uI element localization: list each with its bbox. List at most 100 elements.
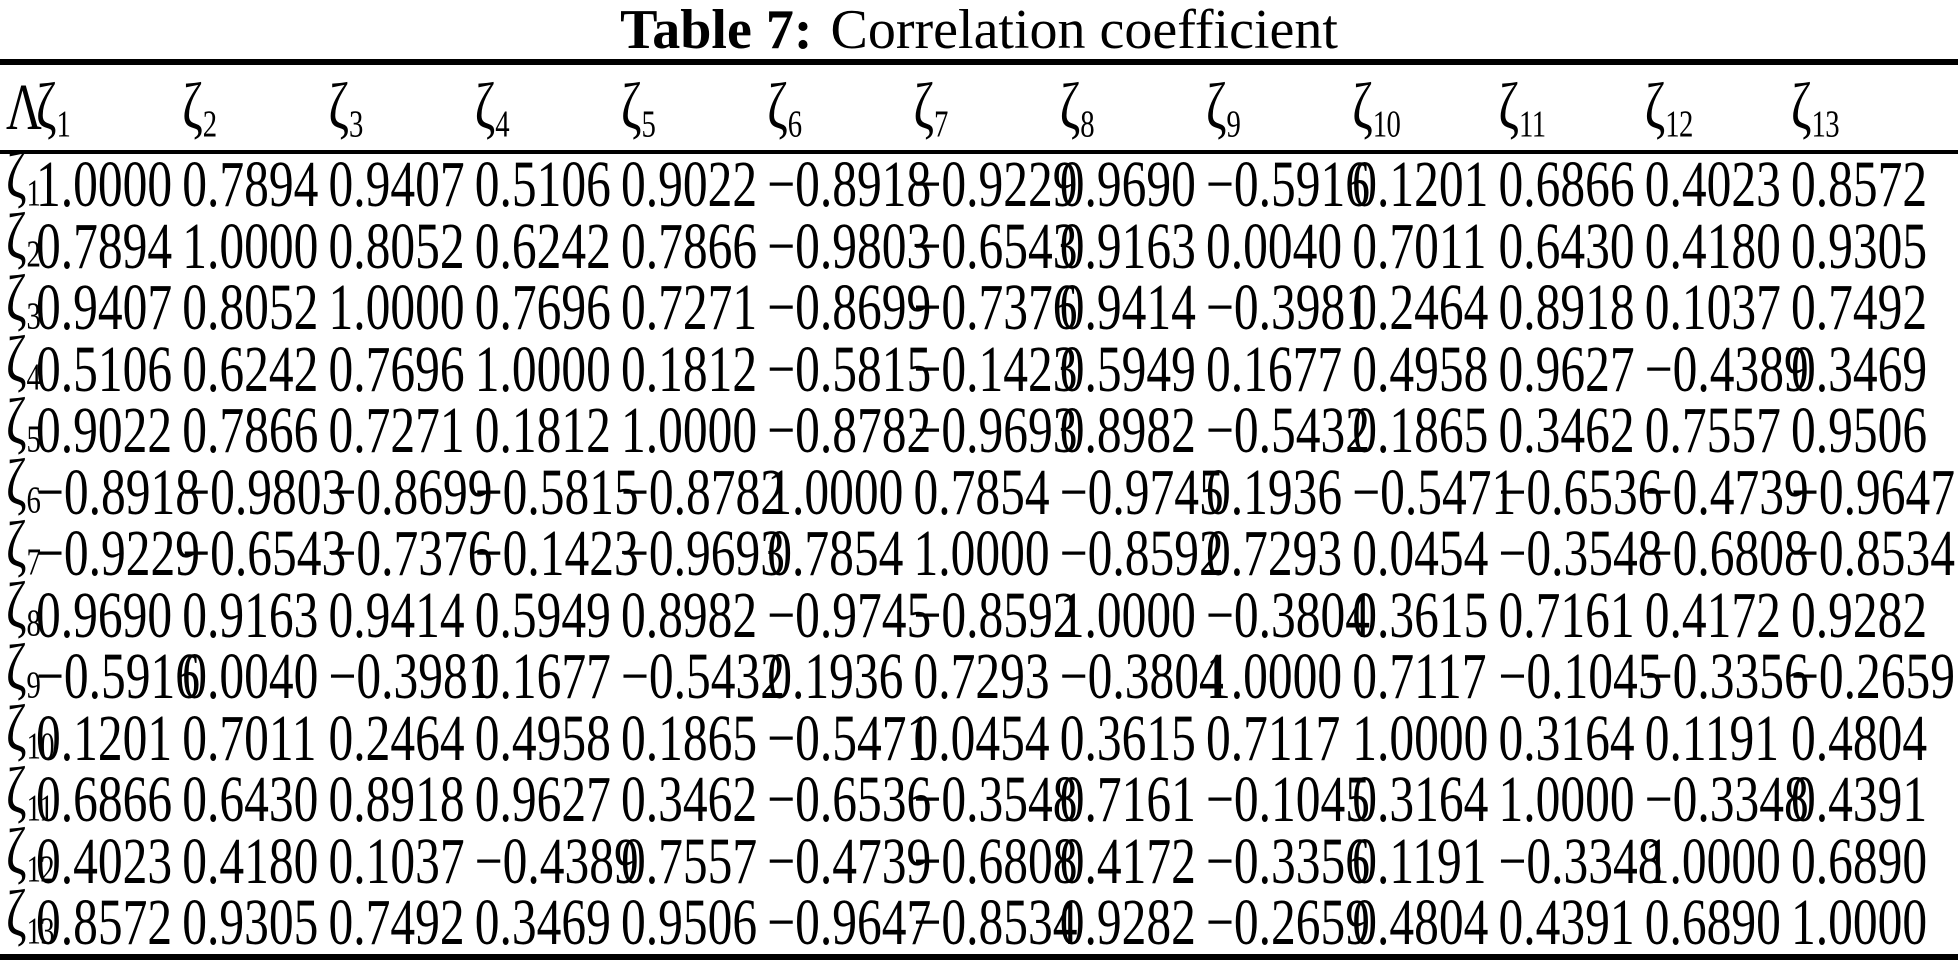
table-cell: −0.6808 bbox=[913, 824, 1078, 898]
header-rule bbox=[0, 150, 1958, 154]
table-cell: −0.3804 bbox=[1059, 640, 1224, 713]
table-cell: 0.4391 bbox=[1791, 763, 1928, 836]
table-cell: 1.0000 bbox=[328, 271, 465, 344]
row-label: ζ2 bbox=[6, 200, 41, 276]
table-cell: 0.5949 bbox=[474, 578, 611, 652]
table-row: ζ7 −0.9229 −0.6543 −0.7376 −0.1423 −0.9693 0.7… bbox=[0, 511, 1958, 590]
table-cell: 0.9163 bbox=[182, 578, 319, 652]
table-cell: −0.9693 bbox=[621, 517, 786, 590]
table-cell: 0.3462 bbox=[1498, 394, 1635, 467]
table-cell: −0.4739 bbox=[1644, 455, 1809, 529]
table-cell: 0.4023 bbox=[1644, 148, 1781, 221]
row-label: ζ12 bbox=[6, 815, 55, 891]
table-cell: 0.4172 bbox=[1644, 578, 1781, 652]
row-label: ζ3 bbox=[6, 261, 41, 338]
table-cell: 0.4180 bbox=[1644, 209, 1781, 283]
table-cell: 0.5106 bbox=[36, 332, 173, 406]
table-cell: 0.7854 bbox=[767, 517, 904, 590]
table-row: ζ9 −0.5916 0.0040 −0.3981 0.1677 −0.5432 0.193… bbox=[0, 634, 1958, 713]
table-cell: 0.2464 bbox=[1352, 271, 1489, 344]
table-cell: −0.6543 bbox=[913, 209, 1078, 283]
table-cell: 0.6430 bbox=[182, 763, 319, 836]
table-cell: 0.9305 bbox=[182, 886, 319, 959]
column-header: ζ5 bbox=[621, 69, 656, 146]
table-cell: 0.7894 bbox=[36, 209, 173, 283]
table-cell: −0.3981 bbox=[328, 640, 493, 713]
table-cell: 1.0000 bbox=[182, 209, 319, 283]
table-cell: 0.4958 bbox=[474, 701, 611, 775]
table-cell: −0.6536 bbox=[1498, 455, 1663, 529]
table-cell: 0.1936 bbox=[1206, 455, 1343, 529]
row-label: ζ8 bbox=[6, 569, 41, 645]
table-cell: 0.6866 bbox=[1498, 148, 1635, 221]
table-row: ζ8 0.9690 0.9163 0.9414 0.5949 0.8982 −0.9745−… bbox=[0, 573, 1958, 652]
table-cell: 0.9414 bbox=[1059, 271, 1196, 344]
table-cell: −0.8592 bbox=[913, 578, 1078, 652]
table-cell: 0.1677 bbox=[474, 640, 611, 713]
table-cell: 0.8918 bbox=[328, 763, 465, 836]
table-cell: 0.7557 bbox=[1644, 394, 1781, 467]
table-cell: 0.4804 bbox=[1791, 701, 1928, 775]
table-cell: −0.7376 bbox=[913, 271, 1078, 344]
table-cell: 0.8572 bbox=[1791, 148, 1928, 221]
table-cell: −0.4389 bbox=[1644, 332, 1809, 406]
table-row: ζ13 0.8572 0.9305 0.7492 0.3469 0.9506 −0.9647… bbox=[0, 880, 1958, 959]
column-header: ζ4 bbox=[474, 69, 510, 146]
table-cell: 0.8918 bbox=[1498, 271, 1635, 344]
table-cell: 1.0000 bbox=[474, 332, 611, 406]
table-cell: 0.8572 bbox=[36, 886, 173, 959]
table-cell: −0.1045 bbox=[1206, 763, 1371, 836]
table-row: ζ2 0.7894 1.0000 0.8052 0.6242 0.7866 −0.9803−… bbox=[0, 204, 1958, 283]
table-cell: −0.5432 bbox=[621, 640, 786, 713]
table-cell: −0.8592 bbox=[1059, 517, 1224, 590]
table-cell: −0.9745 bbox=[767, 578, 932, 652]
table-cell: 0.1191 bbox=[1352, 824, 1487, 898]
column-header: ζ13 bbox=[1791, 69, 1840, 146]
table-cell: −0.5815 bbox=[474, 455, 639, 529]
table-cell: −0.2659 bbox=[1791, 640, 1956, 713]
table-cell: 0.4023 bbox=[36, 824, 173, 898]
column-header: ζ9 bbox=[1206, 69, 1241, 146]
table-cell: 0.1865 bbox=[1352, 394, 1489, 467]
column-header: ζ10 bbox=[1352, 69, 1401, 146]
table-cell: 0.3462 bbox=[621, 763, 758, 836]
table-cell: 0.7117 bbox=[1352, 640, 1487, 713]
corner-label: Λ bbox=[6, 70, 42, 144]
table-cell: 0.7866 bbox=[182, 394, 319, 467]
table-cell: 0.3469 bbox=[474, 886, 611, 959]
table-cell: 0.9627 bbox=[1498, 332, 1635, 406]
table-cell: −0.5432 bbox=[1206, 394, 1371, 467]
table-cell: 0.9282 bbox=[1791, 578, 1928, 652]
table-cell: 0.4958 bbox=[1352, 332, 1489, 406]
table-cell: 0.7271 bbox=[328, 394, 465, 467]
table-cell: 0.7161 bbox=[1498, 578, 1635, 652]
table-cell: 0.4180 bbox=[182, 824, 319, 898]
table-cell: 0.9407 bbox=[36, 271, 173, 344]
table-cell: 1.0000 bbox=[1059, 578, 1196, 652]
table-cell: 0.7492 bbox=[1791, 271, 1928, 344]
table-cell: 0.1865 bbox=[621, 701, 758, 775]
table-cell: 0.7011 bbox=[1352, 209, 1487, 283]
table-cell: 0.1037 bbox=[1644, 271, 1781, 344]
table-row: ζ4 0.5106 0.6242 0.7696 1.0000 0.1812 −0.5815−… bbox=[0, 327, 1958, 406]
column-header: ζ1 bbox=[36, 69, 71, 146]
table-row: ζ6 −0.8918 −0.9803 −0.8699 −0.5815 −0.8782 1.0… bbox=[0, 450, 1958, 529]
row-label: ζ10 bbox=[6, 692, 55, 768]
table-cell: 0.7492 bbox=[328, 886, 465, 959]
table-cell: 0.4804 bbox=[1352, 886, 1489, 959]
table-cell: 0.4391 bbox=[1498, 886, 1635, 959]
table-cell: 0.9022 bbox=[36, 394, 173, 467]
table-cell: 0.1936 bbox=[767, 640, 904, 713]
table-row: ζ1 1.0000 0.7894 0.9407 0.5106 0.9022 −0.8918−… bbox=[0, 142, 1958, 221]
table-cell: −0.8782 bbox=[767, 394, 932, 467]
table-cell: 0.9690 bbox=[36, 578, 173, 652]
table-cell: 0.7161 bbox=[1059, 763, 1196, 836]
table-cell: 0.5106 bbox=[474, 148, 611, 221]
table-cell: 0.1812 bbox=[621, 332, 758, 406]
table-cell: 0.3469 bbox=[1791, 332, 1928, 406]
table-cell: −0.9647 bbox=[767, 886, 932, 959]
table-cell: 0.7011 bbox=[182, 701, 317, 775]
column-header: ζ7 bbox=[913, 69, 949, 146]
table-cell: 0.9163 bbox=[1059, 209, 1196, 283]
table-header-row: Λ ζ1 ζ2 ζ3 ζ4 ζ5 ζ6 ζ7 ζ8 ζ9 ζ10 ζ11 ζ12 ζ13 bbox=[0, 65, 1958, 150]
